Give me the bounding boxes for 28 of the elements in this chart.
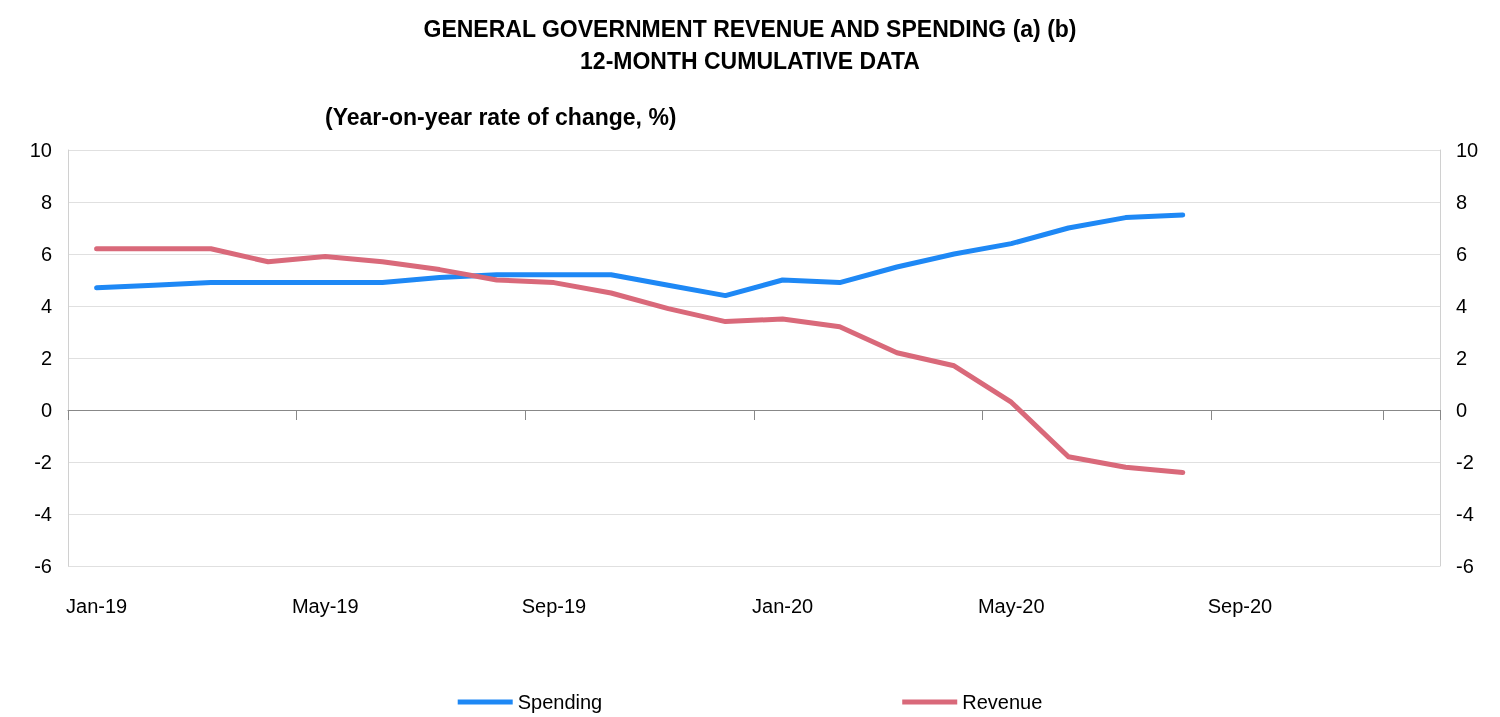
x-tick-label: May-20 — [977, 595, 1045, 617]
x-tick-label: Jan-19 — [66, 595, 128, 617]
y-tick-label: 4 — [40, 295, 52, 317]
y-tick-label: 0 — [40, 399, 52, 421]
y2-tick-label: 2 — [1456, 347, 1468, 369]
y2-tick-label: -4 — [1456, 503, 1474, 525]
x-tick-label: Sep-19 — [521, 595, 587, 617]
chart-subtitle: (Year-on-year rate of change, %) — [325, 103, 677, 130]
y-tick-label: 6 — [40, 243, 52, 265]
y2-tick-label: 10 — [1456, 139, 1479, 161]
x-tick-label: Jan-20 — [752, 595, 814, 617]
y2-tick-label: -6 — [1456, 555, 1474, 577]
x-tick-label: Sep-20 — [1207, 595, 1273, 617]
x-tick-label: May-19 — [291, 595, 359, 617]
y-tick-label: -4 — [34, 503, 52, 525]
y2-tick-label: 6 — [1456, 243, 1468, 265]
y2-tick-label: 0 — [1456, 399, 1468, 421]
y-tick-label: 8 — [40, 191, 52, 213]
y-tick-label: -6 — [34, 555, 52, 577]
y2-tick-label: -2 — [1456, 451, 1474, 473]
y-tick-label: 2 — [40, 347, 52, 369]
y-tick-label: -2 — [34, 451, 52, 473]
chart-title: GENERAL GOVERNMENT REVENUE AND SPENDING (a) (b) 12-MONTH CUMULATIVE DATA — [423, 16, 1077, 74]
y2-tick-label: 8 — [1456, 191, 1468, 213]
y2-tick-label: 4 — [1456, 295, 1468, 317]
y-tick-label: 10 — [29, 139, 52, 161]
legend-label: Revenue — [962, 691, 1043, 713]
legend-label: Spending — [517, 691, 603, 713]
